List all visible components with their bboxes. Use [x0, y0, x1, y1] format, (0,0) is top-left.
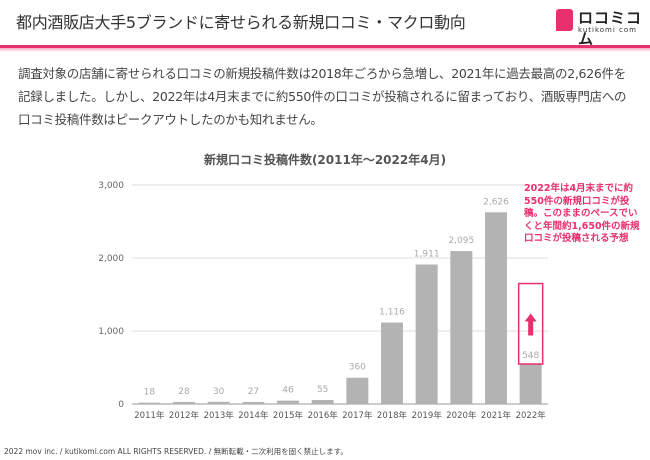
data-label: 1,911 — [414, 249, 440, 259]
x-tick-label: 2012年 — [169, 410, 200, 421]
x-tick-label: 2017年 — [342, 410, 373, 421]
data-label: 18 — [144, 388, 156, 398]
bar — [519, 363, 542, 404]
data-label: 2,095 — [448, 236, 474, 246]
bar — [450, 251, 473, 404]
chart-title: 新規口コミ投稿件数(2011年～2022年4月) — [204, 152, 446, 167]
y-tick-label: 1,000 — [98, 327, 124, 337]
x-tick-label: 2016年 — [308, 410, 339, 421]
x-tick-label: 2013年 — [204, 410, 235, 421]
header-divider — [0, 45, 650, 48]
page-title: 都内酒販店大手5ブランドに寄せられる新規口コミ・マクロ動向 — [16, 13, 466, 32]
bar — [346, 377, 369, 404]
projection-annotation: 2022年は4月末までに約550件の新規口コミが投稿。このままのペースでいくと年… — [524, 183, 640, 244]
logo-subtext: kutikomi com — [578, 26, 637, 34]
bar — [138, 402, 161, 404]
data-label: 55 — [317, 385, 328, 395]
y-tick-label: 3,000 — [98, 181, 124, 191]
x-tick-label: 2020年 — [446, 410, 477, 421]
x-tick-label: 2021年 — [481, 410, 512, 421]
y-tick-label: 0 — [118, 400, 124, 410]
data-label: 28 — [178, 387, 190, 397]
bar — [277, 400, 299, 404]
bar — [207, 401, 230, 404]
x-tick-label: 2011年 — [134, 410, 165, 421]
bar — [381, 322, 403, 404]
data-label: 30 — [213, 387, 225, 397]
data-label: 2,626 — [483, 197, 509, 207]
logo: ロコミコム kutikomi com — [556, 7, 646, 48]
data-label: 27 — [248, 387, 259, 397]
x-tick-label: 2019年 — [412, 410, 443, 421]
header-divider-shadow — [0, 48, 650, 52]
bar — [415, 264, 438, 404]
logo-text: ロコミコム — [578, 9, 643, 48]
y-tick-label: 2,000 — [98, 254, 124, 264]
up-arrow-icon — [524, 313, 537, 336]
x-tick-label: 2015年 — [273, 410, 304, 421]
logo-mark-icon — [556, 9, 573, 31]
bar — [173, 401, 195, 404]
copyright-footer: 2022 mov inc. / kutikomi.com ALL RIGHTS … — [4, 447, 348, 456]
summary-paragraph: 調査対象の店舗に寄せられる口コミの新規投稿件数は2018年ごろから急増し、202… — [18, 66, 627, 127]
data-label: 1,116 — [379, 308, 405, 318]
data-label: 360 — [349, 363, 366, 373]
bar — [242, 402, 265, 404]
bar — [311, 399, 334, 404]
x-tick-label: 2022年 — [516, 410, 547, 421]
x-tick-label: 2018年 — [377, 410, 408, 421]
bar — [485, 212, 507, 404]
x-tick-label: 2014年 — [238, 410, 269, 421]
data-label: 548 — [522, 351, 539, 361]
projection-box — [517, 282, 544, 365]
data-label: 46 — [282, 386, 294, 396]
